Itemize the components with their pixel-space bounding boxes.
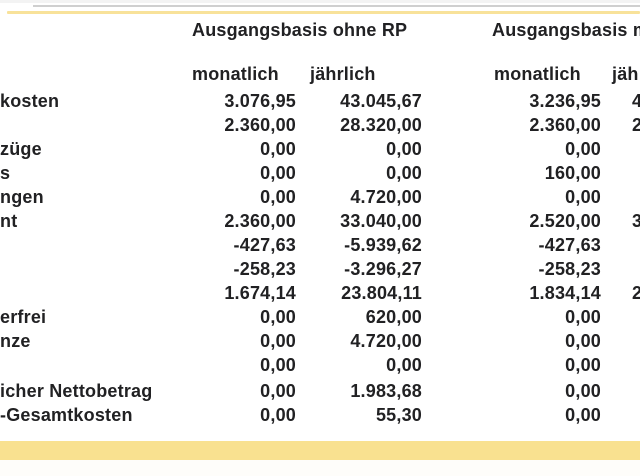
g1-monthly-value: 0,00 bbox=[260, 139, 296, 159]
top-yellow-rule bbox=[7, 11, 640, 14]
g1-monthly-value: -258,23 bbox=[233, 259, 296, 279]
g1-yearly-value: -5.939,62 bbox=[344, 235, 422, 255]
g1-monthly-value: 1.674,14 bbox=[224, 283, 296, 303]
g2-monthly-value: 2.520,00 bbox=[529, 211, 601, 231]
table-row: erfrei 0,00 620,00 0,00 bbox=[0, 305, 640, 329]
g1-monthly-value: 2.360,00 bbox=[224, 211, 296, 231]
g1-monthly-value: 3.076,95 bbox=[224, 91, 296, 111]
g1-monthly-value: 0,00 bbox=[260, 381, 296, 401]
g2-yearly-value-clipped: 2 bbox=[632, 283, 640, 303]
column-header-g2-monthly: monatlich bbox=[494, 64, 581, 84]
g1-yearly-value: 620,00 bbox=[365, 307, 422, 327]
g1-monthly-value: 0,00 bbox=[260, 163, 296, 183]
g2-monthly-value: 1.834,14 bbox=[529, 283, 601, 303]
g1-yearly-value: 0,00 bbox=[386, 139, 422, 159]
g1-yearly-value: 4.720,00 bbox=[350, 331, 422, 351]
row-label: icher Nettobetrag bbox=[0, 381, 153, 401]
table-row: -Gesamtkosten 0,00 55,30 0,00 bbox=[0, 403, 640, 427]
g2-monthly-value: 0,00 bbox=[565, 405, 601, 425]
table-row: icher Nettobetrag 0,00 1.983,68 0,00 bbox=[0, 379, 640, 403]
g1-monthly-value: 0,00 bbox=[260, 331, 296, 351]
table-row: züge 0,00 0,00 0,00 bbox=[0, 137, 640, 161]
table-row: -427,63 -5.939,62 -427,63 bbox=[0, 233, 640, 257]
g1-monthly-value: 0,00 bbox=[260, 405, 296, 425]
window-top-edge bbox=[0, 0, 640, 3]
g2-monthly-value: 0,00 bbox=[565, 381, 601, 401]
row-label: erfrei bbox=[0, 307, 47, 327]
row-label: züge bbox=[0, 139, 42, 159]
g2-monthly-value: 0,00 bbox=[565, 331, 601, 351]
g1-monthly-value: 0,00 bbox=[260, 187, 296, 207]
g1-monthly-value: 0,00 bbox=[260, 307, 296, 327]
g2-monthly-value: 160,00 bbox=[544, 163, 601, 183]
cost-comparison-table: Ausgangsbasis ohne RP Ausgangsbasis m mo… bbox=[0, 20, 640, 427]
column-header-g1-monthly: monatlich bbox=[192, 64, 279, 84]
table-row: 1.674,14 23.804,11 1.834,14 2 bbox=[0, 281, 640, 305]
g1-yearly-value: 28.320,00 bbox=[340, 115, 422, 135]
g1-yearly-value: 0,00 bbox=[386, 163, 422, 183]
table-row: kosten 3.076,95 43.045,67 3.236,95 4 bbox=[0, 89, 640, 113]
table-row: nze 0,00 4.720,00 0,00 bbox=[0, 329, 640, 353]
bottom-whitespace bbox=[0, 460, 640, 476]
g2-yearly-value-clipped: 3 bbox=[632, 211, 640, 231]
g1-monthly-value: 0,00 bbox=[260, 355, 296, 375]
g2-monthly-value: 0,00 bbox=[565, 187, 601, 207]
g2-monthly-value: -427,63 bbox=[538, 235, 601, 255]
top-grey-divider bbox=[33, 5, 640, 7]
g2-yearly-value-clipped: 2 bbox=[632, 115, 640, 135]
g2-yearly-value-clipped: 4 bbox=[632, 91, 640, 111]
g1-yearly-value: 43.045,67 bbox=[340, 91, 422, 111]
table-row: -258,23 -3.296,27 -258,23 bbox=[0, 257, 640, 281]
row-label: -Gesamtkosten bbox=[0, 405, 133, 425]
g1-monthly-value: -427,63 bbox=[233, 235, 296, 255]
row-label: s bbox=[0, 163, 11, 183]
group-header-mit-rp: Ausgangsbasis m bbox=[492, 20, 640, 40]
table-row: 2.360,00 28.320,00 2.360,00 2 bbox=[0, 113, 640, 137]
g1-yearly-value: 1.983,68 bbox=[350, 381, 422, 401]
g2-monthly-value: 3.236,95 bbox=[529, 91, 601, 111]
column-header-g1-yearly: jährlich bbox=[310, 64, 376, 84]
g1-yearly-value: 4.720,00 bbox=[350, 187, 422, 207]
g1-yearly-value: 55,30 bbox=[375, 405, 422, 425]
row-label: ngen bbox=[0, 187, 44, 207]
group-header-ohne-rp: Ausgangsbasis ohne RP bbox=[192, 20, 408, 40]
table-row: s 0,00 0,00 160,00 bbox=[0, 161, 640, 185]
row-label: nze bbox=[0, 331, 31, 351]
table-body: kosten 3.076,95 43.045,67 3.236,95 4 2.360,00… bbox=[0, 89, 640, 427]
column-header-g2-yearly: jäh bbox=[612, 64, 639, 84]
bottom-yellow-band bbox=[0, 441, 640, 460]
row-label: kosten bbox=[0, 91, 60, 111]
g1-yearly-value: 33.040,00 bbox=[340, 211, 422, 231]
g1-yearly-value: 0,00 bbox=[386, 355, 422, 375]
g2-monthly-value: -258,23 bbox=[538, 259, 601, 279]
table-row: nt 2.360,00 33.040,00 2.520,00 3 bbox=[0, 209, 640, 233]
g1-yearly-value: -3.296,27 bbox=[344, 259, 422, 279]
g1-monthly-value: 2.360,00 bbox=[224, 115, 296, 135]
row-label: nt bbox=[0, 211, 18, 231]
g1-yearly-value: 23.804,11 bbox=[341, 283, 422, 303]
g2-monthly-value: 0,00 bbox=[565, 355, 601, 375]
g2-monthly-value: 0,00 bbox=[565, 307, 601, 327]
g2-monthly-value: 0,00 bbox=[565, 139, 601, 159]
g2-monthly-value: 2.360,00 bbox=[529, 115, 601, 135]
table-row: ngen 0,00 4.720,00 0,00 bbox=[0, 185, 640, 209]
table-row: 0,00 0,00 0,00 bbox=[0, 353, 640, 377]
